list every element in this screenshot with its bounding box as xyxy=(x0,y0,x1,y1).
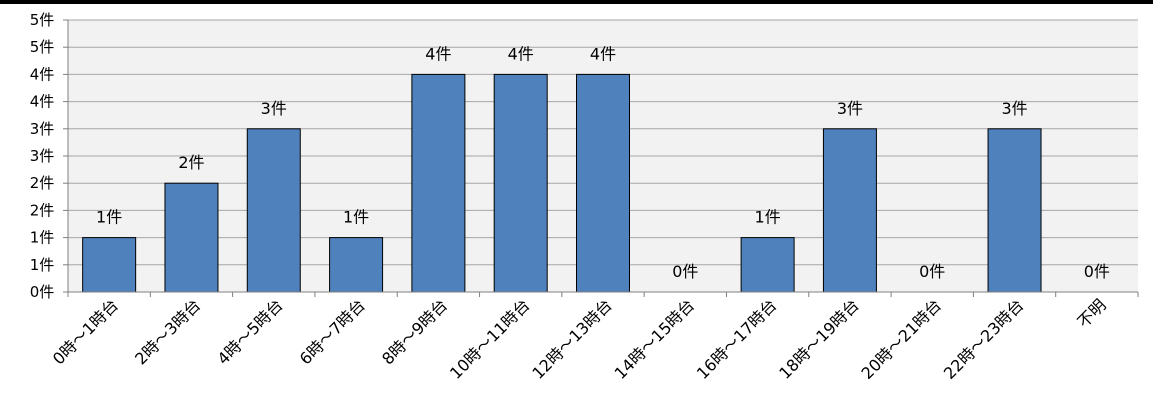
y-tick-label: 2件 xyxy=(30,201,55,219)
data-labels: 1件 2件 3件 1件 4件 4件 4件 0件 1件 3件 0件 3件 0件 xyxy=(96,44,1110,281)
bar xyxy=(329,237,384,293)
y-tick-label: 1件 xyxy=(30,256,55,274)
x-tick-label: 12時～13時台 xyxy=(528,295,615,382)
x-tick-label: 2時～3時台 xyxy=(131,295,204,368)
axes xyxy=(67,20,1139,297)
bar xyxy=(740,237,795,293)
bars xyxy=(82,73,1042,293)
x-tick-label: 6時～7時台 xyxy=(296,295,369,368)
data-label: 0件 xyxy=(919,262,945,281)
y-tick-label: 0件 xyxy=(30,283,55,301)
data-label: 1件 xyxy=(755,208,781,227)
bar xyxy=(246,128,301,293)
y-tick-label: 3件 xyxy=(30,120,55,138)
x-tick-label: 8時～9時台 xyxy=(378,295,451,368)
bar xyxy=(411,73,466,293)
y-tick-label: 4件 xyxy=(30,65,55,83)
data-label: 1件 xyxy=(96,208,122,227)
x-tick-label: 0時～1時台 xyxy=(49,295,122,368)
bar xyxy=(576,73,630,293)
data-label: 3件 xyxy=(1001,99,1027,118)
x-tick-label: 4時～5時台 xyxy=(214,295,287,368)
data-label: 1件 xyxy=(343,208,369,227)
data-label: 0件 xyxy=(1084,262,1110,281)
data-label: 0件 xyxy=(672,262,698,281)
y-tick-label: 5件 xyxy=(30,11,55,29)
y-tick-label: 4件 xyxy=(30,93,55,111)
top-border xyxy=(0,0,1153,4)
x-tick-label: 18時～19時台 xyxy=(775,295,862,382)
bar xyxy=(164,182,219,293)
bar xyxy=(82,237,137,293)
y-tick-label: 1件 xyxy=(30,229,55,247)
data-label: 3件 xyxy=(261,99,287,118)
data-label: 4件 xyxy=(508,44,534,63)
y-tick-label: 5件 xyxy=(30,38,55,56)
data-label: 3件 xyxy=(837,99,863,118)
bar xyxy=(822,128,877,293)
data-label: 4件 xyxy=(425,44,451,63)
y-tick-labels: 0件 1件 1件 2件 2件 3件 3件 4件 4件 5件 5件 xyxy=(30,11,55,301)
y-tick-label: 2件 xyxy=(30,174,55,192)
bar xyxy=(987,128,1042,293)
x-tick-label: 不明 xyxy=(1074,295,1110,331)
x-tick-labels: 0時～1時台 2時～3時台 4時～5時台 6時～7時台 8時～9時台10時～11時台12… xyxy=(49,295,1110,382)
data-label: 4件 xyxy=(590,44,616,63)
x-tick-label: 20時～21時台 xyxy=(858,295,945,382)
bar xyxy=(493,73,548,293)
data-label: 2件 xyxy=(178,153,204,172)
x-tick-label: 10時～11時台 xyxy=(446,295,533,382)
x-tick-label: 16時～17時台 xyxy=(693,295,780,382)
x-tick-label: 14時～15時台 xyxy=(611,295,698,382)
y-tick-label: 3件 xyxy=(30,147,55,165)
x-tick-label: 22時～23時台 xyxy=(940,295,1027,382)
